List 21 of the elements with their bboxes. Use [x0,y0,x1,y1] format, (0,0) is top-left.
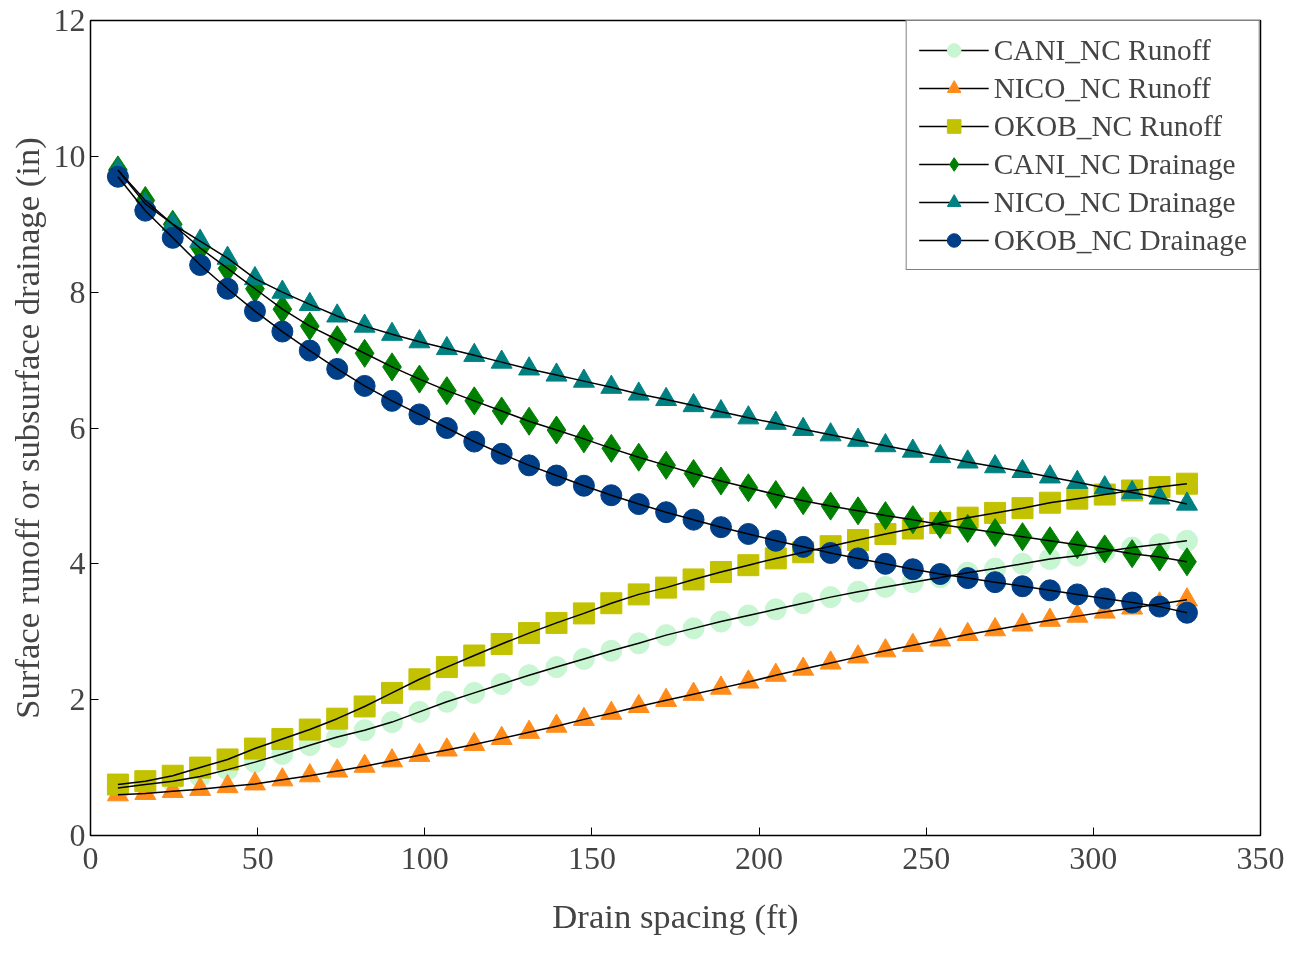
y-tick-label: 10 [53,137,86,174]
x-axis-title: Drain spacing (ft) [552,896,799,936]
y-axis-title: Surface runoff or subsurface drainage (in) [7,137,47,719]
x-tick-label: 50 [241,839,274,876]
y-tick-label: 6 [69,409,86,446]
y-tick-label: 8 [69,273,86,310]
legend-label: OKOB_NC Drainage [993,223,1247,257]
legend-label: CANI_NC Drainage [993,147,1236,181]
x-tick-label: 250 [902,839,951,876]
x-tick-label: 150 [567,839,616,876]
legend-label: NICO_NC Runoff [993,71,1211,105]
x-tick-label: 100 [400,839,449,876]
y-tick-label: 2 [69,681,86,718]
y-tick-label: 4 [69,545,86,582]
legend-label: OKOB_NC Runoff [993,109,1223,143]
legend-label: NICO_NC Drainage [993,185,1236,219]
y-tick-label: 12 [53,2,86,38]
legend-label: CANI_NC Runoff [993,33,1211,67]
x-tick-label: 300 [1069,839,1118,876]
x-tick-label: 350 [1236,839,1285,876]
x-tick-label: 200 [735,839,784,876]
